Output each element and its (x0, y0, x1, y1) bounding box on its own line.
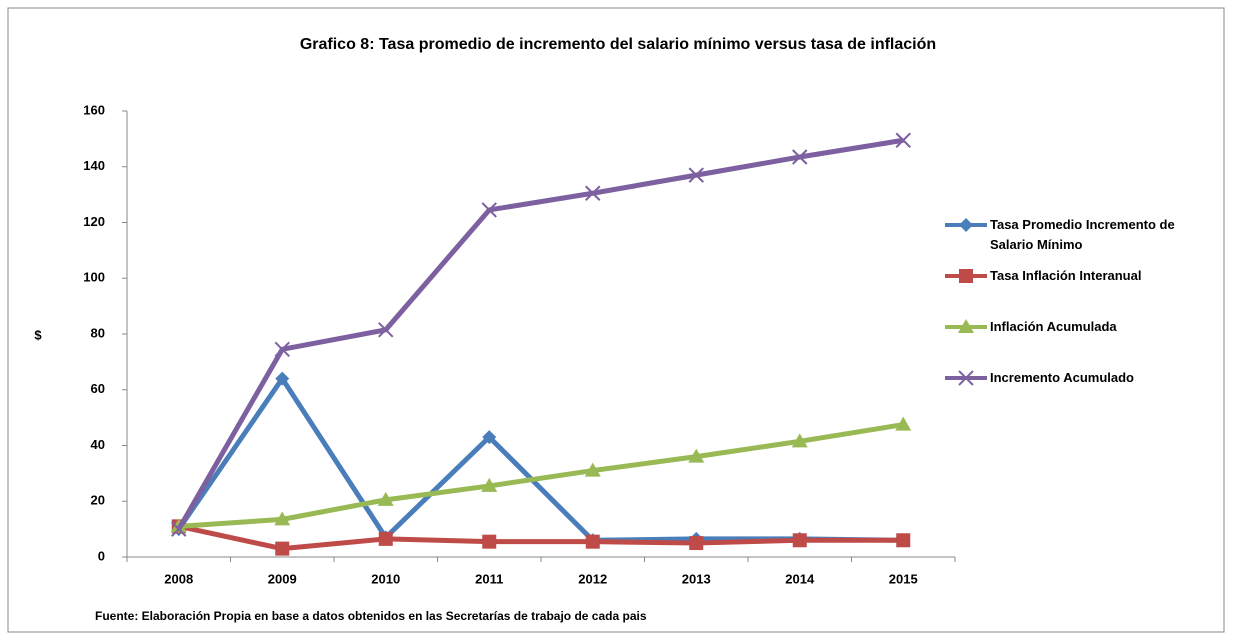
data-point (482, 535, 496, 549)
x-tick-label: 2015 (889, 571, 918, 586)
x-tick-label: 2010 (371, 571, 400, 586)
page: {"chart_data": {"type": "line", "title":… (0, 0, 1233, 641)
data-point (896, 533, 910, 547)
chart-title: Grafico 8: Tasa promedio de incremento d… (300, 36, 936, 53)
data-point (379, 532, 393, 546)
x-tick-label: 2013 (682, 571, 711, 586)
y-tick-label: 120 (83, 214, 105, 229)
y-axis-label: $ (34, 327, 42, 342)
y-tick-label: 60 (91, 381, 105, 396)
x-tick-label: 2009 (268, 571, 297, 586)
data-point (793, 533, 807, 547)
legend-label: Tasa Promedio Incremento de Salario Míni… (990, 215, 1215, 255)
y-tick-label: 160 (83, 102, 105, 117)
data-point (689, 536, 703, 550)
legend-label: Inflación Acumulada (990, 317, 1215, 337)
y-tick-label: 40 (91, 437, 105, 452)
data-point (586, 535, 600, 549)
y-tick-label: 140 (83, 158, 105, 173)
x-tick-label: 2012 (578, 571, 607, 586)
y-tick-label: 20 (91, 493, 105, 508)
legend-marker (959, 269, 973, 283)
x-tick-label: 2014 (785, 571, 815, 586)
y-tick-label: 100 (83, 270, 105, 285)
legend-label: Incremento Acumulado (990, 368, 1215, 388)
x-tick-label: 2011 (475, 571, 503, 586)
legend-label: Tasa Inflación Interanual (990, 266, 1215, 286)
y-tick-label: 0 (98, 548, 105, 563)
y-tick-label: 80 (91, 325, 105, 340)
x-tick-label: 2008 (164, 571, 193, 586)
source-note: Fuente: Elaboración Propia en base a dat… (95, 609, 647, 623)
data-point (275, 542, 289, 556)
